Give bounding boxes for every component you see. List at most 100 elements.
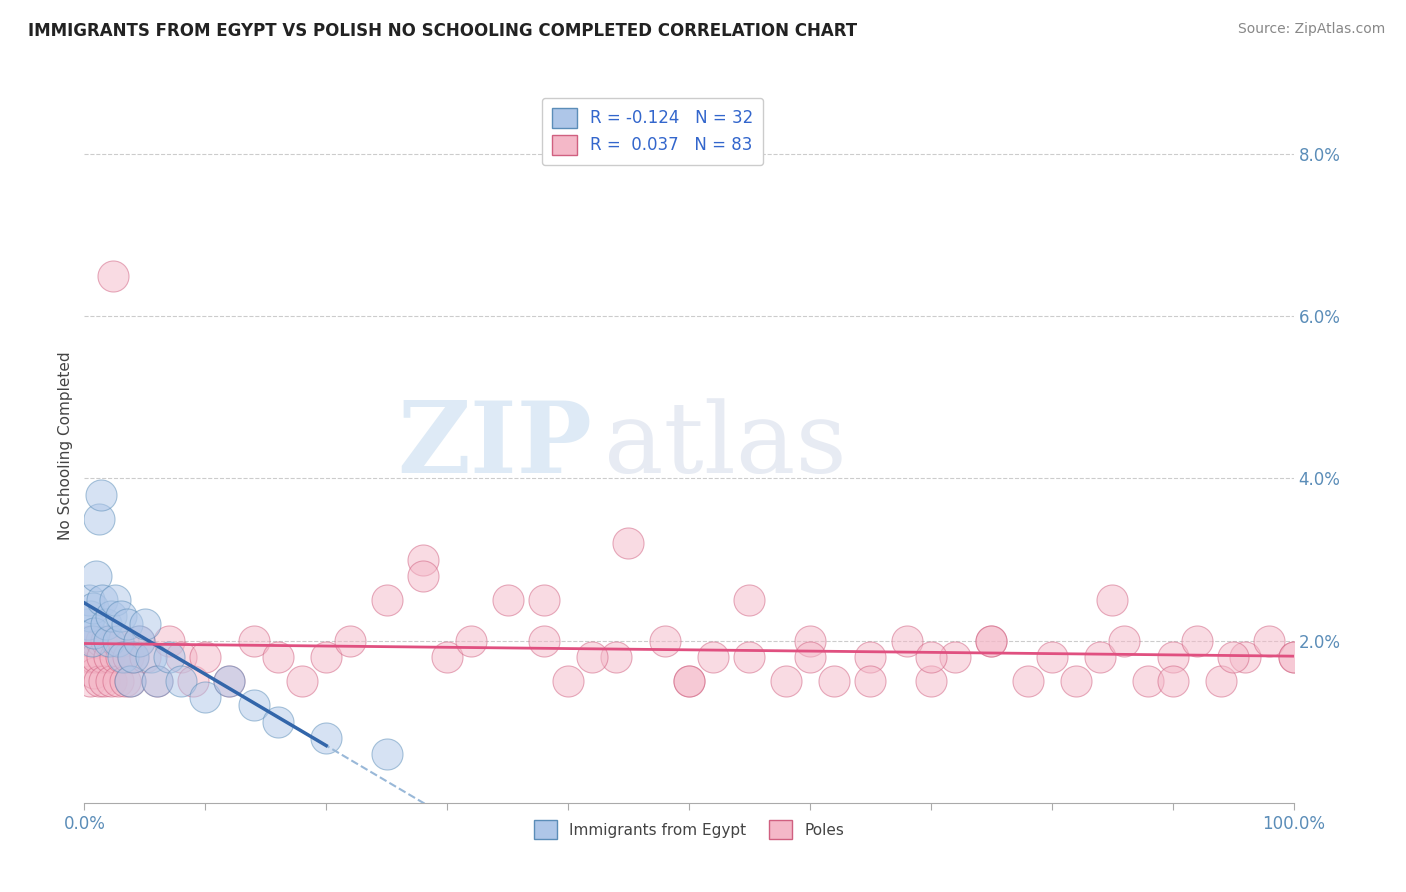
Point [104, 593, 127, 607]
Point [315, 649, 337, 664]
Point [86, 649, 108, 664]
Point [121, 649, 143, 664]
Point [678, 674, 700, 689]
Point [605, 649, 627, 664]
Point [110, 649, 132, 664]
Point [103, 268, 125, 283]
Point [859, 649, 882, 664]
Point [799, 633, 821, 648]
Point [1234, 649, 1257, 664]
Point [1161, 674, 1184, 689]
Point [775, 674, 797, 689]
Point [157, 649, 180, 664]
Point [654, 633, 676, 648]
Point [121, 649, 143, 664]
Point [77, 633, 100, 648]
Point [1101, 593, 1123, 607]
Point [859, 674, 882, 689]
Point [242, 633, 264, 648]
Point [83, 666, 105, 681]
Point [90, 633, 112, 648]
Point [242, 698, 264, 713]
Point [315, 731, 337, 745]
Y-axis label: No Schooling Completed: No Schooling Completed [58, 351, 73, 541]
Point [823, 674, 845, 689]
Text: ZIP: ZIP [398, 398, 592, 494]
Text: atlas: atlas [605, 398, 846, 494]
Point [920, 674, 942, 689]
Point [375, 747, 398, 761]
Point [76, 649, 98, 664]
Point [533, 633, 555, 648]
Text: Source: ZipAtlas.com: Source: ZipAtlas.com [1237, 22, 1385, 37]
Point [120, 674, 142, 689]
Point [134, 617, 156, 632]
Point [920, 649, 942, 664]
Point [1222, 649, 1244, 664]
Point [82, 601, 104, 615]
Point [375, 593, 398, 607]
Point [94, 617, 117, 632]
Point [77, 593, 100, 607]
Point [91, 649, 114, 664]
Point [139, 649, 162, 664]
Point [339, 633, 361, 648]
Point [100, 674, 122, 689]
Point [117, 649, 139, 664]
Point [1137, 674, 1160, 689]
Point [77, 617, 100, 632]
Point [107, 633, 129, 648]
Point [678, 674, 700, 689]
Point [557, 674, 579, 689]
Point [79, 674, 101, 689]
Point [1114, 633, 1136, 648]
Point [94, 633, 117, 648]
Point [1040, 649, 1063, 664]
Point [110, 609, 132, 624]
Point [1088, 649, 1111, 664]
Point [128, 633, 150, 648]
Point [1209, 674, 1232, 689]
Point [112, 633, 135, 648]
Point [146, 674, 169, 689]
Point [980, 633, 1002, 648]
Point [1258, 633, 1281, 648]
Point [1017, 674, 1039, 689]
Point [104, 649, 127, 664]
Point [87, 512, 110, 526]
Point [114, 674, 136, 689]
Point [90, 488, 112, 502]
Point [170, 649, 193, 664]
Point [87, 674, 110, 689]
Point [157, 633, 180, 648]
Point [896, 633, 918, 648]
Point [799, 649, 821, 664]
Point [496, 593, 519, 607]
Point [120, 674, 142, 689]
Point [267, 714, 290, 729]
Point [100, 609, 122, 624]
Point [194, 649, 217, 664]
Point [112, 649, 135, 664]
Text: IMMIGRANTS FROM EGYPT VS POLISH NO SCHOOLING COMPLETED CORRELATION CHART: IMMIGRANTS FROM EGYPT VS POLISH NO SCHOO… [28, 22, 858, 40]
Point [218, 674, 240, 689]
Point [1161, 649, 1184, 664]
Point [146, 674, 169, 689]
Point [80, 649, 103, 664]
Point [1064, 674, 1087, 689]
Point [83, 625, 105, 640]
Point [412, 552, 434, 566]
Point [460, 633, 482, 648]
Point [738, 593, 761, 607]
Point [97, 649, 120, 664]
Point [581, 649, 603, 664]
Point [80, 633, 103, 648]
Point [291, 674, 314, 689]
Point [1282, 649, 1305, 664]
Point [134, 649, 156, 664]
Point [97, 633, 120, 648]
Point [93, 674, 115, 689]
Point [86, 568, 108, 582]
Point [738, 649, 761, 664]
Point [980, 633, 1002, 648]
